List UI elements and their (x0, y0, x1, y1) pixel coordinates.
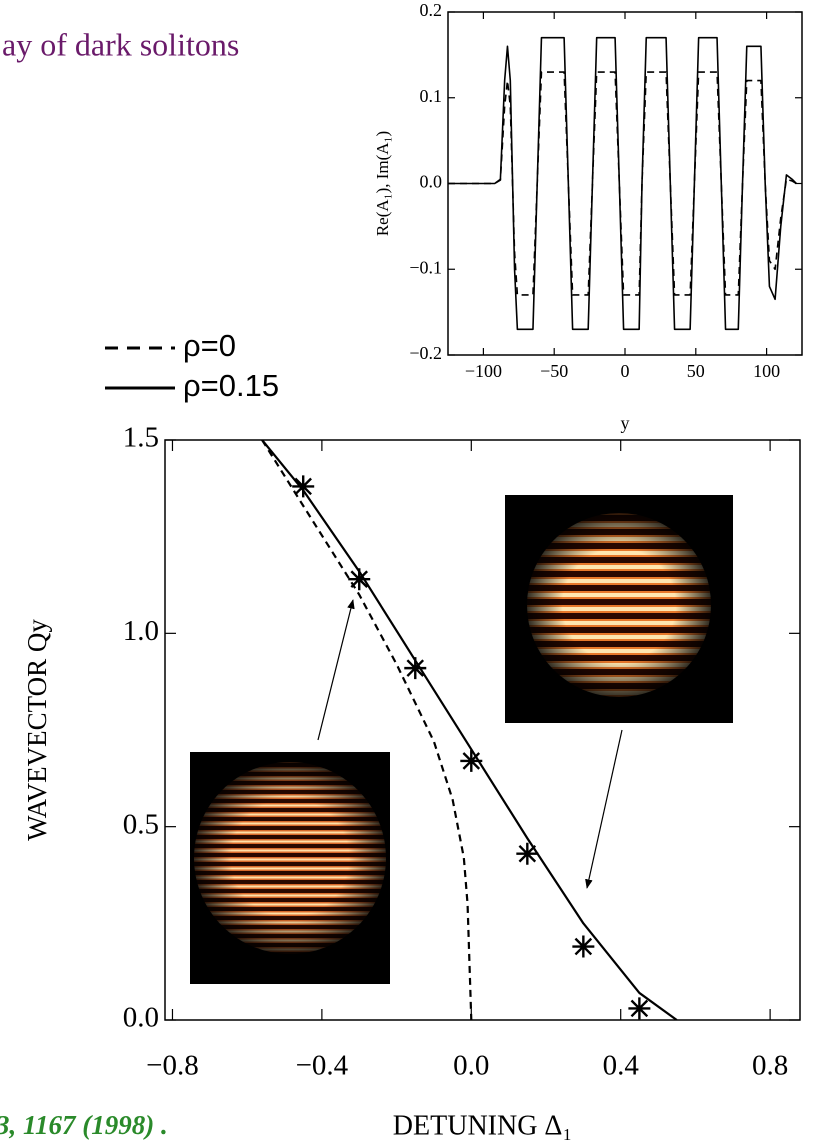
x-tick-label: 50 (687, 361, 705, 381)
y-tick-label: 0.0 (123, 1002, 159, 1034)
x-tick-label: −0.4 (296, 1050, 349, 1082)
y-axis-label: Re(A₁), Im(A₁) (373, 131, 392, 236)
asterisk-marker (292, 475, 314, 497)
x-tick-label: −50 (540, 361, 568, 381)
y-tick-label: 0.0 (420, 172, 443, 192)
legend-label: ρ=0.15 (183, 368, 279, 403)
y-tick-label: 1.0 (123, 615, 159, 647)
y-tick-label: −0.2 (409, 343, 442, 363)
series-line (448, 38, 796, 330)
citation: 3, 1167 (1998) . (0, 1110, 168, 1140)
x-tick-label: 0.8 (752, 1050, 788, 1082)
pointer-arrow (587, 730, 622, 888)
asterisk-marker (460, 750, 482, 772)
pointer-arrow (318, 600, 353, 740)
asterisk-marker (628, 997, 650, 1019)
asterisk-marker (572, 936, 594, 958)
legend-label: ρ=0 (183, 328, 236, 363)
y-axis-label: WAVEVECTOR Qy (22, 619, 52, 841)
x-tick-label: 0.0 (453, 1050, 489, 1082)
y-tick-label: −0.1 (409, 257, 442, 277)
y-tick-label: 0.1 (420, 86, 443, 106)
inset-image-left (190, 752, 390, 984)
y-tick-label: 0.5 (123, 808, 159, 840)
slide-title: ay of dark solitons (2, 26, 239, 62)
x-axis-label: y (621, 413, 630, 433)
asterisk-marker (404, 657, 426, 679)
x-tick-label: −100 (465, 361, 502, 381)
slide: ay of dark solitons 3, 1167 (1998) . −10… (0, 0, 817, 1148)
x-tick-label: −0.8 (146, 1050, 199, 1082)
x-tick-label: 100 (753, 361, 780, 381)
x-axis-label: DETUNING Δ₁ (393, 1110, 572, 1141)
asterisk-marker (348, 568, 370, 590)
y-tick-label: 1.5 (123, 422, 159, 454)
x-tick-label: 0 (621, 361, 630, 381)
asterisk-marker (516, 843, 538, 865)
inset-image-right (505, 495, 733, 723)
y-tick-label: 0.2 (420, 0, 443, 20)
x-tick-label: 0.4 (603, 1050, 640, 1082)
plot-frame (448, 12, 802, 355)
